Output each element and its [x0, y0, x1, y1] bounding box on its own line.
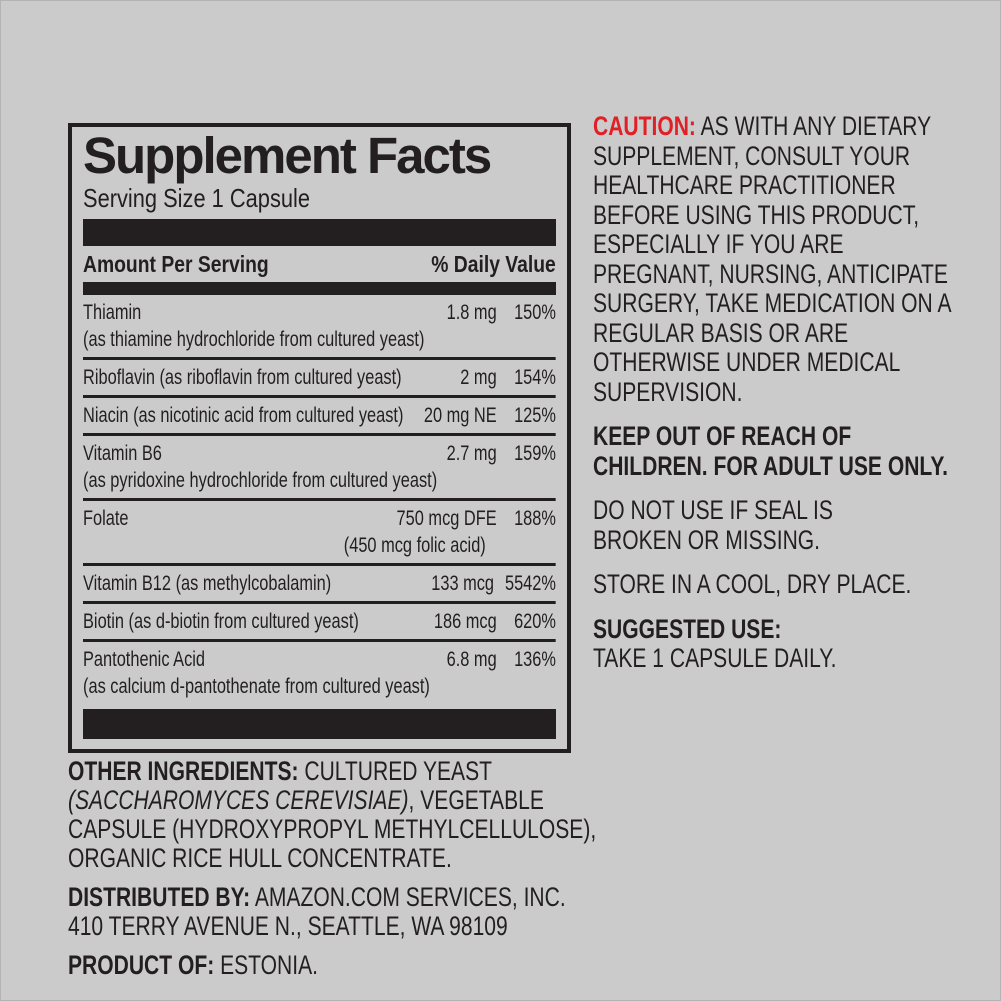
caution-text: AS WITH ANY DIETARY SUPPLEMENT, CONSULT … — [593, 111, 951, 407]
nutrient-amount-note: (450 mcg folic acid) — [343, 534, 486, 557]
nutrient-name: Pantothenic Acid — [83, 648, 206, 671]
table-row: Folate 750 mcg DFE (450 mcg folic acid) 1… — [83, 498, 556, 563]
nutrient-amount: 20 mg NE — [423, 404, 497, 427]
nutrient-amount: 750 mcg DFE (450 mcg folic acid) — [129, 505, 508, 559]
nutrient-daily-value: 150% — [514, 301, 556, 324]
storage-text: STORE IN A COOL, DRY PLACE. — [593, 569, 912, 599]
table-row: Vitamin B6 2.7 mg 159% (as pyridoxine hy… — [83, 433, 556, 498]
table-row: Biotin (as d-biotin from cultured yeast)… — [83, 601, 556, 639]
nutrient-amount: 1.8 mg — [446, 301, 497, 324]
caution-paragraph: CAUTION: AS WITH ANY DIETARY SUPPLEMENT,… — [593, 111, 953, 407]
column-header-daily-value: % Daily Value — [431, 251, 556, 277]
nutrient-rows: Thiamin 1.8 mg 150% (as thiamine hydroch… — [83, 295, 556, 704]
nutrient-name: Biotin (as d-biotin from cultured yeast) — [83, 610, 359, 633]
nutrient-name: Niacin (as nicotinic acid from cultured … — [83, 404, 404, 427]
table-row: Pantothenic Acid 6.8 mg 136% (as calcium… — [83, 639, 556, 704]
nutrient-source-note: (as thiamine hydrochloride from cultured… — [83, 328, 425, 351]
product-of-label: PRODUCT OF: — [68, 950, 215, 980]
divider-bar-top — [83, 219, 556, 246]
other-ingredients-species: (SACCHAROMYCES CEREVISIAE) — [68, 785, 409, 815]
serving-size: Serving Size 1 Capsule — [83, 183, 311, 213]
nutrient-daily-value: 136% — [514, 648, 556, 671]
nutrient-source-note: (as pyridoxine hydrochloride from cultur… — [83, 469, 438, 492]
nutrient-name: Thiamin — [83, 301, 142, 324]
nutrient-daily-value: 188% — [514, 507, 556, 530]
nutrient-daily-value: 5542% — [504, 572, 556, 595]
nutrient-amount: 6.8 mg — [446, 648, 497, 671]
other-ingredients-text-1: CULTURED YEAST — [304, 756, 492, 786]
suggested-use-paragraph: SUGGESTED USE: TAKE 1 CAPSULE DAILY. — [593, 613, 953, 674]
distributed-by-text: AMAZON.COM SERVICES, INC. — [250, 882, 566, 912]
nutrient-amount: 133 mcg — [431, 572, 495, 595]
other-ingredients-paragraph: OTHER INGREDIENTS: CULTURED YEAST (SACCH… — [68, 757, 633, 873]
other-ingredients-text-2: , VEGETABLE CAPSULE (HYDROXYPROPYL METHY… — [68, 785, 597, 873]
keep-out-of-reach-text: KEEP OUT OF REACH OF CHILDREN. FOR ADULT… — [593, 421, 948, 481]
other-ingredients-label: OTHER INGREDIENTS: — [68, 756, 299, 786]
panel-title: Supplement Facts — [83, 127, 492, 184]
nutrient-daily-value: 125% — [514, 404, 556, 427]
table-row: Riboflavin (as riboflavin from cultured … — [83, 357, 556, 395]
suggested-use-label: SUGGESTED USE: — [593, 613, 782, 644]
product-of-text: ESTONIA. — [214, 950, 319, 980]
distributor-address: 410 TERRY AVENUE N., SEATTLE, WA 98109 — [68, 911, 508, 941]
column-header-amount-per-serving: Amount Per Serving — [83, 251, 269, 277]
divider-bar-bottom — [83, 709, 556, 739]
suggested-use-text: TAKE 1 CAPSULE DAILY. — [593, 643, 837, 673]
nutrient-daily-value: 620% — [514, 610, 556, 633]
nutrient-name: Vitamin B12 (as methylcobalamin) — [83, 572, 332, 595]
table-row: Thiamin 1.8 mg 150% (as thiamine hydroch… — [83, 295, 556, 357]
seal-warning-text: DO NOT USE IF SEAL IS BROKEN OR MISSING. — [593, 495, 833, 555]
nutrient-name: Folate — [83, 507, 129, 530]
nutrient-daily-value: 159% — [514, 442, 556, 465]
nutrient-name: Riboflavin (as riboflavin from cultured … — [83, 366, 402, 389]
manufacturer-footer: OTHER INGREDIENTS: CULTURED YEAST (SACCH… — [68, 757, 633, 990]
nutrient-amount: 186 mcg — [433, 610, 497, 633]
nutrient-daily-value: 154% — [514, 366, 556, 389]
nutrient-amount: 2.7 mg — [446, 442, 497, 465]
table-row: Vitamin B12 (as methylcobalamin) 133 mcg… — [83, 563, 556, 601]
nutrient-source-note: (as calcium d-pantothenate from cultured… — [83, 675, 430, 698]
product-of-paragraph: PRODUCT OF: ESTONIA. — [68, 951, 633, 980]
divider-bar-header — [83, 282, 556, 295]
distributed-by-paragraph: DISTRIBUTED BY: AMAZON.COM SERVICES, INC… — [68, 883, 633, 941]
nutrient-amount: 2 mg — [460, 366, 497, 389]
usage-warnings-column: CAUTION: AS WITH ANY DIETARY SUPPLEMENT,… — [593, 111, 953, 689]
nutrient-name: Vitamin B6 — [83, 442, 162, 465]
table-row: Niacin (as nicotinic acid from cultured … — [83, 395, 556, 433]
caution-label: CAUTION: — [593, 111, 696, 141]
supplement-facts-panel: Supplement Facts Serving Size 1 Capsule … — [68, 123, 571, 753]
distributed-by-label: DISTRIBUTED BY: — [68, 882, 251, 912]
table-header: Amount Per Serving % Daily Value — [83, 246, 556, 282]
